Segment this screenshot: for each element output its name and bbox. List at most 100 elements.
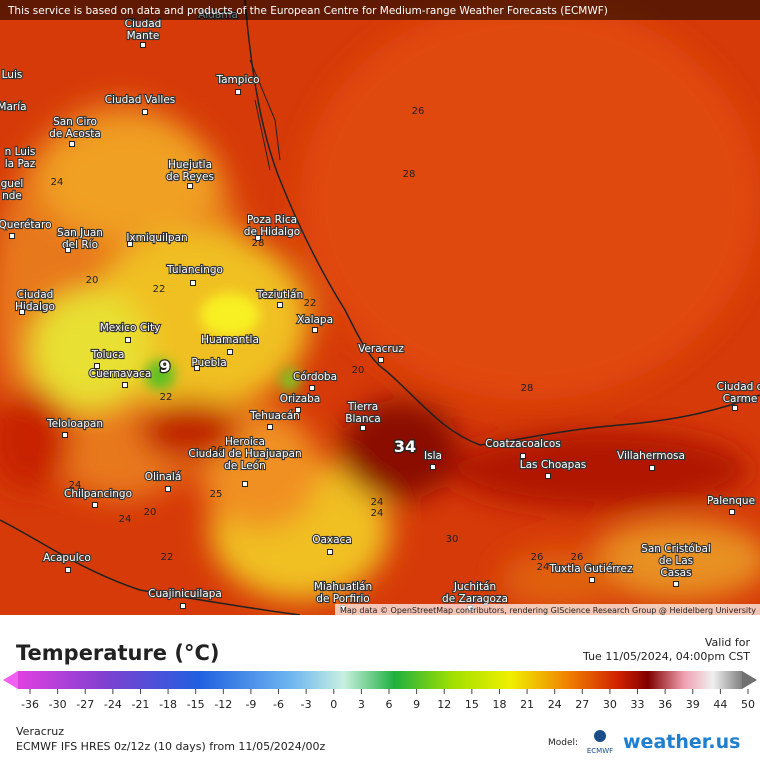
city-name: Orizaba — [280, 393, 321, 405]
valid-label: Valid for — [705, 636, 751, 649]
city-name: Ciudad Valles — [105, 94, 176, 106]
city-dot — [65, 567, 71, 573]
brand: weather.us — [623, 731, 740, 753]
city-name: Olinalá — [145, 471, 182, 483]
colorbar-tick-label: -9 — [245, 698, 256, 711]
city-name: Ciudad de Huajuapan — [188, 448, 301, 460]
city-dot — [267, 424, 273, 430]
city-dot — [430, 464, 436, 470]
colorbar-tick-label: 3 — [358, 698, 365, 711]
city-dot — [235, 89, 241, 95]
city-dot — [327, 549, 333, 555]
colorbar-tick-label: 12 — [437, 698, 451, 711]
city-dot — [545, 473, 551, 479]
city-name: Heroica — [225, 436, 265, 448]
city-name: Cuernavaca — [89, 368, 152, 380]
colorbar-tick-label: 18 — [492, 698, 506, 711]
colorbar-tick-label: 21 — [520, 698, 534, 711]
city-dot — [165, 486, 171, 492]
colorbar-tick-label: -18 — [159, 698, 177, 711]
city-name: Isla — [424, 450, 442, 462]
legend-title: Temperature (°C) — [16, 641, 219, 665]
city-dot — [520, 453, 526, 459]
ecmwf-logo — [594, 730, 606, 742]
city-dot — [277, 302, 283, 308]
city-name: Carme — [723, 393, 758, 405]
header-bar — [0, 0, 760, 20]
city-name: Palenque — [707, 495, 755, 507]
city-name: Acapulco — [43, 552, 91, 564]
colorbar-ticks: -36 -30 -27 -24 -21 -18 -15 -12 -9 -6 -3 0 3 6 9 12 15 18… — [21, 689, 755, 711]
city-name: de Acosta — [49, 128, 101, 140]
city-dot — [140, 42, 146, 48]
attribution-bg — [335, 604, 760, 615]
city-name: Ciudad d — [717, 381, 760, 393]
colorbar-tick-label: 15 — [465, 698, 479, 711]
city-name: Tuxtla Gutiérrez — [549, 563, 633, 575]
city-name: de Porfirio — [316, 593, 369, 605]
contour-label: 26 — [412, 106, 425, 117]
city-dot — [255, 235, 261, 241]
city-name: de León — [224, 460, 266, 472]
city-dot — [360, 425, 366, 431]
city-dot — [729, 509, 735, 515]
colorbar-tick-label: 24 — [548, 698, 562, 711]
contour-label: 9 — [159, 357, 170, 376]
contour-label: 22 — [160, 392, 173, 403]
contour-label: 22 — [304, 298, 317, 309]
contour-label: 22 — [161, 552, 174, 563]
city-name: Huejutla — [168, 159, 212, 171]
city-dot — [125, 337, 131, 343]
colorbar-min-arrow — [3, 671, 18, 689]
colorbar-tick-label: 50 — [741, 698, 755, 711]
city-name: Xalapa — [297, 314, 333, 326]
contour-label: 24 — [51, 177, 64, 188]
model-run: ECMWF IFS HRES 0z/12z (10 days) from 11/… — [16, 740, 326, 753]
lagoon — [249, 59, 281, 171]
city-name: Huamantla — [201, 334, 259, 346]
city-name: Veracruz — [358, 343, 404, 355]
city-dot — [227, 349, 233, 355]
colorbar-tick-label: 27 — [575, 698, 589, 711]
city-name: Chilpancingo — [64, 488, 132, 500]
city-name: Tehuacán — [249, 410, 300, 422]
colorbar-tick-label: 36 — [658, 698, 672, 711]
city-dot — [127, 241, 133, 247]
colorbar-tick-label: -24 — [104, 698, 122, 711]
city-name: Teziutlán — [256, 289, 303, 301]
colorbar-tick-label: 6 — [386, 698, 393, 711]
contour-label: 24 — [119, 514, 132, 525]
city-dot — [187, 183, 193, 189]
city-dot — [295, 407, 301, 413]
city-dot — [309, 385, 315, 391]
city-name: Teloloapan — [46, 418, 103, 430]
colorbar-tick-label: -21 — [131, 698, 149, 711]
city-name: la Paz — [5, 158, 36, 170]
colorbar-tick-label: 39 — [686, 698, 700, 711]
city-dot — [142, 109, 148, 115]
city-dot — [242, 481, 248, 487]
city-name: Córdoba — [293, 371, 337, 383]
contour-label: 22 — [153, 284, 166, 295]
city-name: Querétaro — [0, 219, 52, 231]
city-dot — [190, 280, 196, 286]
city-name: nde — [2, 190, 22, 202]
contour-label: 28 — [252, 238, 265, 249]
city-name: de Zaragoza — [442, 593, 508, 605]
city-name: María — [0, 101, 27, 113]
city-name: Tierra — [347, 401, 378, 413]
city-name: Juchitán — [453, 581, 496, 593]
city-dot — [62, 432, 68, 438]
valid-time: Tue 11/05/2024, 04:00pm CST — [582, 650, 750, 663]
city-name: Las Choapas — [520, 459, 587, 471]
city-dot — [732, 405, 738, 411]
contour-label: 30 — [446, 534, 459, 545]
map: AldamaCiudadManteTampicoCiudad VallesSan… — [0, 0, 760, 615]
city-name: Toluca — [91, 349, 125, 361]
colorbar-tick-label: 9 — [413, 698, 420, 711]
city-name: Casas — [660, 567, 691, 579]
city-name: guel — [1, 178, 24, 190]
city-name: Tulancingo — [166, 264, 223, 276]
colorbar-tick-label: -6 — [273, 698, 284, 711]
